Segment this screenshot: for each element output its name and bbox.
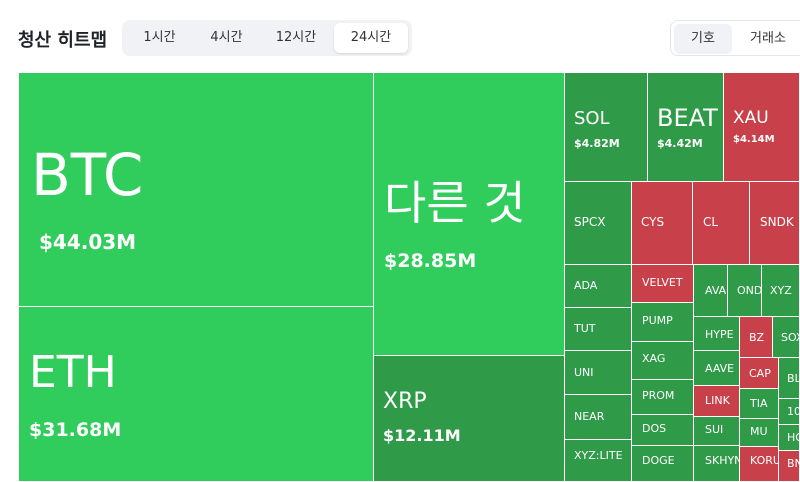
tile-symbol: XAG bbox=[642, 352, 666, 365]
tile-symbol: HO bbox=[787, 431, 799, 444]
tile-value: $4.14M bbox=[733, 134, 775, 145]
timeframe-12h-button[interactable]: 12시간 bbox=[275, 30, 317, 45]
tile-symbol: BZ bbox=[749, 331, 765, 344]
tile-symbol: XYZ bbox=[770, 284, 792, 297]
tile-symbol: MU bbox=[750, 425, 768, 438]
tile-near[interactable]: NEAR bbox=[564, 394, 632, 440]
tile-symbol: TIA bbox=[750, 397, 768, 410]
tile-aave[interactable]: AAVE bbox=[693, 350, 740, 386]
tile-link[interactable]: LINK bbox=[693, 385, 740, 417]
tile-ada[interactable]: ADA bbox=[564, 264, 632, 308]
tile-symbol: TUT bbox=[574, 322, 596, 335]
tile-cys[interactable]: CYS bbox=[631, 181, 693, 265]
tile-symbol: KORU bbox=[750, 454, 779, 467]
tile-dos[interactable]: DOS bbox=[631, 414, 694, 446]
tile-mu[interactable]: MU bbox=[739, 418, 779, 447]
tile-ond[interactable]: OND bbox=[727, 264, 762, 317]
tile-others[interactable]: 다른 것 $28.85M bbox=[373, 72, 565, 356]
tile-beat[interactable]: BEAT $4.42M bbox=[647, 72, 724, 182]
tile-cap[interactable]: CAP bbox=[739, 357, 779, 389]
tile-value: $28.85M bbox=[384, 250, 477, 272]
tile-velvet[interactable]: VELVET bbox=[631, 264, 694, 303]
tile-symbol: AAVE bbox=[705, 362, 735, 375]
tile-10[interactable]: 10 bbox=[778, 398, 800, 425]
timeframe-selector: 1시간 4시간 12시간 24시간 bbox=[122, 20, 412, 56]
tile-uni[interactable]: UNI bbox=[564, 350, 632, 395]
tile-ava[interactable]: AVA bbox=[693, 264, 728, 317]
tile-symbol: UNI bbox=[574, 366, 594, 379]
tile-symbol: CYS bbox=[641, 215, 665, 229]
tile-tia[interactable]: TIA bbox=[739, 388, 779, 419]
tile-symbol: BL bbox=[787, 372, 800, 385]
tile-symbol: SNDK bbox=[760, 215, 794, 229]
tile-xrp[interactable]: XRP $12.11M bbox=[373, 355, 565, 482]
tile-symbol: XRP bbox=[383, 389, 427, 414]
tile-sndk[interactable]: SNDK bbox=[749, 181, 800, 265]
tile-symbol: SUI bbox=[705, 423, 724, 436]
tile-ho[interactable]: HO bbox=[778, 424, 800, 451]
tile-symbol: PUMP bbox=[642, 314, 673, 327]
tile-value: $4.42M bbox=[657, 137, 703, 150]
view-mode-selector: 기호 거래소 bbox=[670, 20, 800, 56]
tile-xyz[interactable]: XYZ bbox=[761, 264, 800, 317]
tile-xyz-lite[interactable]: XYZ:LITE bbox=[564, 439, 632, 482]
tile-symbol: AVA bbox=[705, 284, 727, 297]
tile-symbol: LINK bbox=[705, 394, 730, 407]
view-exchange-button[interactable]: 거래소 bbox=[750, 31, 786, 46]
tile-symbol: ADA bbox=[574, 279, 598, 292]
tile-symbol: CL bbox=[703, 215, 719, 229]
tile-symbol: PROM bbox=[642, 389, 675, 402]
tile-symbol: 10 bbox=[787, 405, 800, 418]
tile-btc[interactable]: BTC $44.03M bbox=[18, 72, 374, 307]
tile-symbol: SOL bbox=[574, 108, 610, 129]
tile-sox[interactable]: SOX bbox=[772, 316, 800, 358]
tile-skhyn[interactable]: SKHYN bbox=[693, 445, 740, 482]
tile-symbol: ETH bbox=[29, 347, 117, 398]
tile-symbol: DOGE bbox=[642, 454, 675, 467]
tile-symbol: SKHYN bbox=[705, 454, 740, 467]
tile-value: $4.82M bbox=[574, 137, 620, 150]
tile-value: $44.03M bbox=[39, 230, 137, 254]
tile-symbol: XYZ:LITE bbox=[574, 449, 623, 462]
timeframe-24h-button[interactable]: 24시간 bbox=[334, 23, 408, 53]
tile-symbol: SPCX bbox=[574, 215, 606, 229]
tile-symbol: HYPE bbox=[705, 328, 734, 341]
tile-symbol: OND bbox=[737, 284, 762, 297]
tile-doge[interactable]: DOGE bbox=[631, 445, 694, 482]
tile-symbol: 다른 것 bbox=[384, 176, 526, 230]
tile-symbol: VELVET bbox=[642, 276, 683, 289]
tile-bz[interactable]: BZ bbox=[739, 316, 773, 358]
tile-pump[interactable]: PUMP bbox=[631, 302, 694, 342]
tile-value: $12.11M bbox=[383, 426, 461, 445]
tile-symbol: NEAR bbox=[574, 410, 605, 423]
tile-symbol: BTC bbox=[31, 141, 144, 209]
tile-value: $31.68M bbox=[29, 419, 122, 441]
tile-symbol: CAP bbox=[749, 367, 771, 380]
tile-symbol: BEAT bbox=[657, 104, 718, 132]
view-symbol-button[interactable]: 기호 bbox=[674, 24, 732, 54]
timeframe-1h-button[interactable]: 1시간 bbox=[143, 30, 176, 45]
tile-koru[interactable]: KORU bbox=[739, 446, 779, 482]
tile-spcx[interactable]: SPCX bbox=[564, 181, 632, 265]
tile-xau[interactable]: XAU $4.14M bbox=[723, 72, 800, 182]
tile-cl[interactable]: CL bbox=[692, 181, 750, 265]
tile-eth[interactable]: ETH $31.68M bbox=[18, 306, 374, 482]
tile-hype[interactable]: HYPE bbox=[693, 316, 740, 351]
tile-bl[interactable]: BL bbox=[778, 357, 800, 399]
tile-symbol: BN bbox=[787, 457, 799, 470]
tile-symbol: XAU bbox=[733, 108, 769, 128]
tile-sui[interactable]: SUI bbox=[693, 416, 740, 446]
header: 청산 히트맵 1시간 4시간 12시간 24시간 기호 거래소 bbox=[0, 0, 800, 72]
timeframe-4h-button[interactable]: 4시간 bbox=[210, 30, 243, 45]
tile-prom[interactable]: PROM bbox=[631, 379, 694, 415]
tile-symbol: DOS bbox=[642, 422, 667, 435]
tile-tut[interactable]: TUT bbox=[564, 307, 632, 351]
tile-symbol: SOX bbox=[781, 331, 799, 344]
tile-xag[interactable]: XAG bbox=[631, 341, 694, 380]
tile-bn[interactable]: BN bbox=[778, 450, 800, 482]
tile-sol[interactable]: SOL $4.82M bbox=[564, 72, 648, 182]
page-title: 청산 히트맵 bbox=[18, 30, 108, 51]
